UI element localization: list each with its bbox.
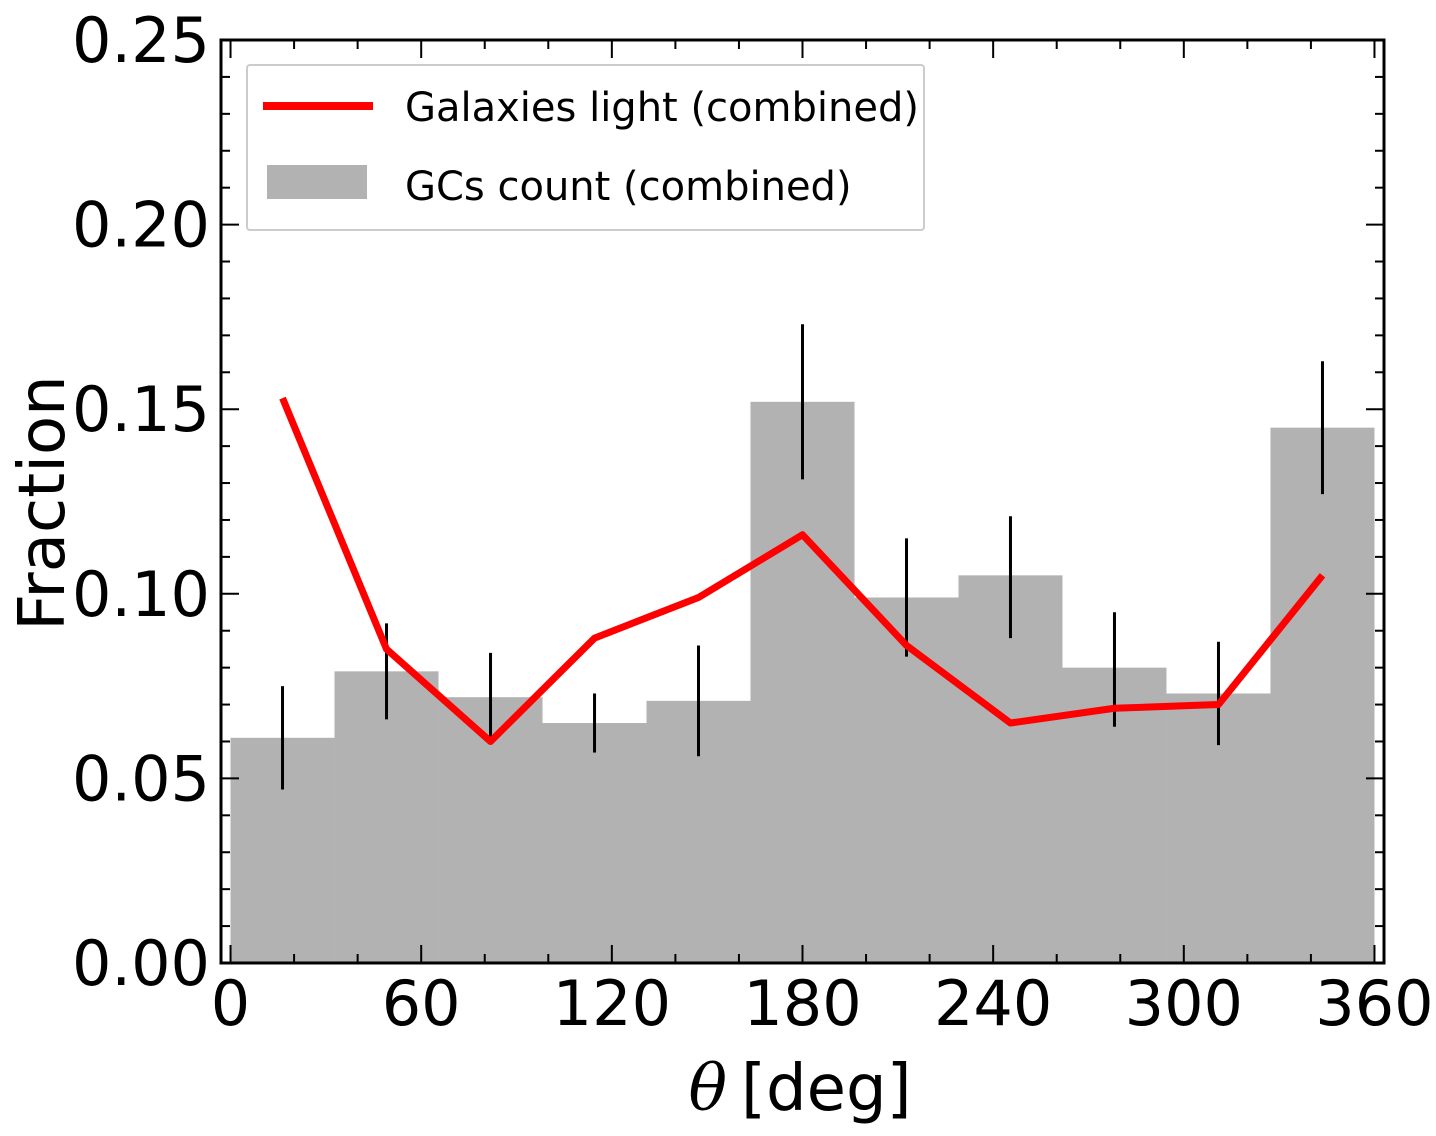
x-tick-label: 60 [382, 967, 461, 1040]
y-tick-label: 0.05 [72, 742, 210, 815]
x-axis-unit: [deg] [741, 1052, 912, 1126]
histogram-bar [334, 671, 439, 963]
y-tick-label: 0.10 [72, 558, 210, 631]
x-tick-label: 120 [553, 967, 671, 1040]
x-axis-symbol: θ [688, 1052, 727, 1126]
legend-box [246, 64, 925, 231]
histogram-bar [1270, 427, 1375, 963]
histogram-bars [230, 401, 1375, 963]
x-tick-label: 360 [1315, 967, 1433, 1040]
x-tick-label: 180 [743, 967, 861, 1040]
y-tick-label: 0.25 [72, 4, 210, 77]
x-tick-label: 300 [1125, 967, 1243, 1040]
y-axis-title: Fraction [6, 375, 80, 630]
error-bars [281, 324, 1324, 790]
y-tick-label: 0.15 [72, 373, 210, 446]
y-tick-labels: 0.00 0.05 0.10 0.15 0.20 0.25 [72, 4, 210, 1000]
y-tick-label: 0.00 [72, 927, 210, 1000]
plot-frame [219, 38, 1386, 965]
histogram-bar [958, 575, 1063, 963]
legend-bar-swatch [267, 165, 367, 199]
y-tick-label: 0.20 [72, 189, 210, 262]
galaxies-light-line [279, 396, 1326, 745]
histogram-bar [750, 401, 855, 963]
legend-label-galaxies: Galaxies light (combined) [405, 85, 919, 131]
x-tick-label: 240 [934, 967, 1052, 1040]
legend: Galaxies light (combined) GCs count (com… [246, 64, 925, 231]
histogram-bar [854, 597, 959, 963]
x-axis-title: θ [deg] [688, 1052, 911, 1126]
histogram-bar [542, 723, 647, 963]
legend-label-gcs: GCs count (combined) [405, 164, 852, 210]
x-tick-label: 0 [211, 967, 250, 1040]
x-tick-labels: 0 60 120 180 240 300 360 [211, 967, 1434, 1040]
